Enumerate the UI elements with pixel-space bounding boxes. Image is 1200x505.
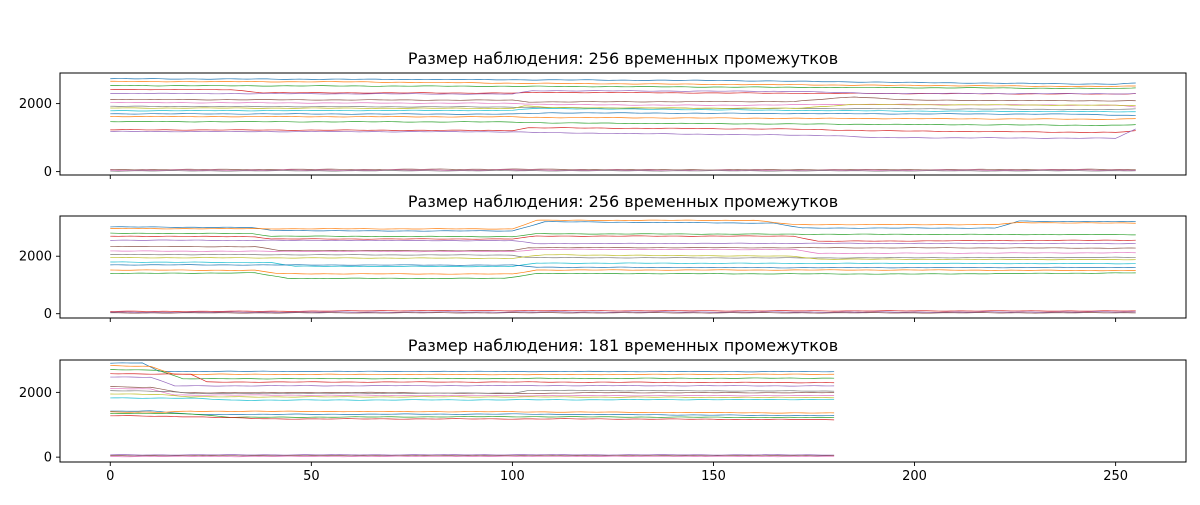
series-line-11: [110, 410, 835, 417]
series-line-2: [110, 219, 1136, 230]
x-tick-label: 100: [500, 469, 525, 484]
series-group: [110, 362, 835, 458]
series-line-12: [110, 269, 1136, 275]
series-line-8: [110, 253, 1136, 259]
series-line-3: [110, 369, 835, 380]
y-tick-label: 0: [44, 307, 52, 322]
series-line-3: [110, 232, 1136, 238]
series-line-1: [110, 362, 835, 373]
series-line-5: [110, 376, 835, 387]
x-tick-label: 0: [106, 469, 114, 484]
series-line-7: [110, 248, 1136, 254]
subplot-1: 0 2000 Размер наблюдения: 256 временных пр…: [19, 49, 1187, 180]
subplot-3: 0 2000 0 50 100 150 200 250 Размер наблюдения: 1…: [19, 336, 1187, 484]
subplot-title: Размер наблюдения: 256 временных промежу…: [408, 49, 838, 68]
axes-frame: [59, 359, 1187, 463]
series-line-6: [110, 245, 1136, 252]
series-line-10: [110, 261, 1136, 268]
axes-frame: [59, 72, 1187, 176]
series-line-4: [110, 373, 835, 384]
series-line-9: [110, 104, 1136, 109]
series-group: [110, 78, 1136, 172]
series-line-2: [110, 365, 835, 376]
series-line-9: [110, 393, 835, 399]
subplot-title: Размер наблюдения: 256 временных промежу…: [408, 192, 838, 211]
series-group: [110, 219, 1136, 314]
series-line-16: [110, 168, 1136, 171]
series-line-10: [110, 107, 1136, 113]
series-line-18: [110, 170, 1136, 172]
series-line-15: [110, 128, 1136, 139]
series-line-6: [110, 96, 1136, 103]
y-tick-label: 2000: [19, 250, 52, 265]
series-line-15: [110, 454, 835, 456]
series-line-13: [110, 121, 1136, 126]
x-tick-label: 250: [1103, 469, 1128, 484]
series-line-5: [110, 239, 1136, 245]
y-tick-label: 2000: [19, 386, 52, 401]
series-line-15: [110, 311, 1136, 313]
axes-frame: [59, 215, 1187, 319]
series-line-8: [110, 389, 835, 395]
series-line-4: [110, 235, 1136, 242]
series-line-11: [110, 264, 1136, 269]
series-line-10: [110, 397, 835, 401]
series-line-14: [110, 415, 835, 421]
x-tick-label: 50: [303, 469, 320, 484]
series-line-14: [110, 127, 1136, 133]
series-line-6: [110, 386, 835, 395]
series-line-1: [110, 78, 1136, 85]
series-line-9: [110, 254, 1136, 261]
series-line-16: [110, 312, 1136, 314]
series-line-17: [110, 169, 1136, 171]
series-line-3: [110, 85, 1136, 89]
subplot-title: Размер наблюдения: 181 временных промежу…: [408, 336, 838, 355]
y-tick-label: 0: [44, 451, 52, 466]
y-tick-label: 2000: [19, 97, 52, 112]
x-tick-label: 200: [902, 469, 927, 484]
y-tick-label: 0: [44, 165, 52, 180]
series-line-16: [110, 454, 835, 457]
x-tick-label: 150: [701, 469, 726, 484]
series-line-14: [110, 309, 1136, 312]
subplot-2: 0 2000 Размер наблюдения: 256 временных пр…: [19, 192, 1187, 322]
series-line-12: [110, 115, 1136, 120]
series-line-5: [110, 90, 1136, 95]
series-line-11: [110, 112, 1136, 116]
series-line-13: [110, 272, 1136, 279]
series-line-12: [110, 410, 835, 414]
series-line-7: [110, 388, 835, 397]
series-line-1: [110, 220, 1136, 232]
series-line-17: [110, 455, 835, 458]
series-line-2: [110, 80, 1136, 87]
